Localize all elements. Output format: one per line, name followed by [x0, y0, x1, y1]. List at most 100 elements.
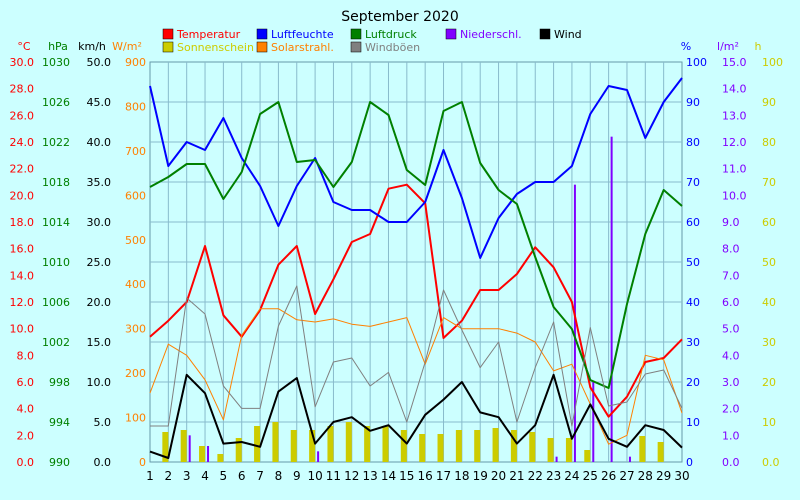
bar-sunshine [290, 430, 297, 462]
y-tick-precipitation: 10.0 [722, 189, 747, 202]
bar-precipitation [317, 451, 320, 462]
legend-swatch [350, 28, 362, 40]
bar-sunshine [510, 430, 517, 462]
y-tick-wind: 30.0 [87, 216, 112, 229]
y-tick-precipitation: 9.0 [722, 216, 740, 229]
y-tick-pressure: 1026 [42, 96, 70, 109]
y-tick-temperature: 20.0 [10, 189, 35, 202]
x-tick-label: 22 [528, 469, 543, 483]
x-tick-label: 21 [509, 469, 524, 483]
series-line-temperature [149, 183, 683, 418]
y-tick-precipitation: 0.0 [722, 456, 740, 469]
x-tick-label: 19 [473, 469, 488, 483]
y-tick-precipitation: 1.0 [722, 429, 740, 442]
bar-precipitation [207, 446, 210, 462]
legend-swatch [445, 28, 457, 40]
y-tick-precipitation: 6.0 [722, 296, 740, 309]
y-tick-sunshine: 0.0 [762, 456, 780, 469]
y-tick-pressure: 1010 [42, 256, 70, 269]
bar-sunshine [547, 438, 554, 462]
x-tick-label: 16 [418, 469, 433, 483]
y-tick-precipitation: 14.0 [722, 83, 747, 96]
y-tick-sunshine: 50 [762, 256, 776, 269]
legend-label: Luftfeuchte [271, 28, 334, 41]
legend-label: Temperatur [176, 28, 241, 41]
y-tick-solar: 700 [125, 145, 146, 158]
y-tick-sunshine: 20 [762, 376, 776, 389]
y-tick-sunshine: 30 [762, 336, 776, 349]
legend-swatch [256, 41, 268, 53]
bar-sunshine [254, 426, 261, 462]
x-tick-label: 24 [564, 469, 579, 483]
x-tick-label: 4 [201, 469, 209, 483]
y-tick-pressure: 1022 [42, 136, 70, 149]
x-tick-label: 7 [256, 469, 264, 483]
y-tick-temperature: 10.0 [10, 323, 35, 336]
bar-sunshine [309, 430, 316, 462]
y-tick-precipitation: 2.0 [722, 403, 740, 416]
axis-unit-humidity: % [681, 40, 691, 53]
y-tick-pressure: 990 [49, 456, 70, 469]
y-tick-wind: 15.0 [87, 336, 112, 349]
bar-precipitation [610, 136, 613, 462]
bar-sunshine [565, 438, 572, 462]
y-tick-precipitation: 15.0 [722, 56, 747, 69]
bar-sunshine [272, 422, 279, 462]
x-tick-label: 25 [583, 469, 598, 483]
y-tick-solar: 0 [139, 456, 146, 469]
y-tick-pressure: 1014 [42, 216, 70, 229]
bar-sunshine [437, 434, 444, 462]
y-tick-wind: 50.0 [87, 56, 112, 69]
series-line-pressure [149, 101, 683, 389]
y-tick-precipitation: 11.0 [722, 163, 747, 176]
legend-label: Wind [554, 28, 582, 41]
legend-swatch [162, 41, 174, 53]
y-tick-humidity: 0 [686, 456, 693, 469]
legend-label: Niederschl. [460, 28, 522, 41]
bar-sunshine [474, 430, 481, 462]
x-tick-label: 27 [619, 469, 634, 483]
bar-sunshine [657, 442, 664, 462]
y-tick-solar: 100 [125, 412, 146, 425]
grid [150, 62, 682, 462]
series-lines [149, 77, 683, 459]
y-tick-wind: 5.0 [94, 416, 112, 429]
y-tick-precipitation: 4.0 [722, 349, 740, 362]
bar-sunshine [639, 436, 646, 462]
y-tick-solar: 600 [125, 189, 146, 202]
x-tick-label: 15 [399, 469, 414, 483]
y-tick-solar: 200 [125, 367, 146, 380]
y-tick-temperature: 28.0 [10, 83, 35, 96]
y-tick-sunshine: 10 [762, 416, 776, 429]
x-tick-label: 20 [491, 469, 506, 483]
y-tick-sunshine: 40 [762, 296, 776, 309]
y-tick-pressure: 994 [49, 416, 70, 429]
y-tick-temperature: 6.0 [17, 376, 35, 389]
y-tick-wind: 0.0 [94, 456, 112, 469]
y-tick-humidity: 80 [686, 136, 700, 149]
series-line-humidity [149, 77, 683, 259]
x-tick-label: 12 [344, 469, 359, 483]
x-tick-label: 30 [674, 469, 689, 483]
y-tick-humidity: 90 [686, 96, 700, 109]
y-tick-sunshine: 60 [762, 216, 776, 229]
y-tick-pressure: 998 [49, 376, 70, 389]
x-tick-label: 8 [275, 469, 283, 483]
y-tick-precipitation: 12.0 [722, 136, 747, 149]
y-tick-humidity: 100 [686, 56, 707, 69]
bar-precipitation [573, 184, 576, 462]
y-tick-humidity: 70 [686, 176, 700, 189]
legend-swatch [162, 28, 174, 40]
x-tick-label: 11 [326, 469, 341, 483]
y-tick-solar: 800 [125, 100, 146, 113]
x-tick-label: 13 [362, 469, 377, 483]
x-tick-label: 6 [238, 469, 246, 483]
axis-unit-wind: km/h [78, 40, 106, 53]
y-tick-temperature: 22.0 [10, 163, 35, 176]
legend-label: Luftdruck [365, 28, 417, 41]
axis-unit-temperature: °C [17, 40, 31, 53]
y-tick-temperature: 18.0 [10, 216, 35, 229]
y-tick-temperature: 26.0 [10, 109, 35, 122]
legend-label: Solarstrahl. [271, 41, 334, 54]
y-tick-temperature: 0.0 [17, 456, 35, 469]
